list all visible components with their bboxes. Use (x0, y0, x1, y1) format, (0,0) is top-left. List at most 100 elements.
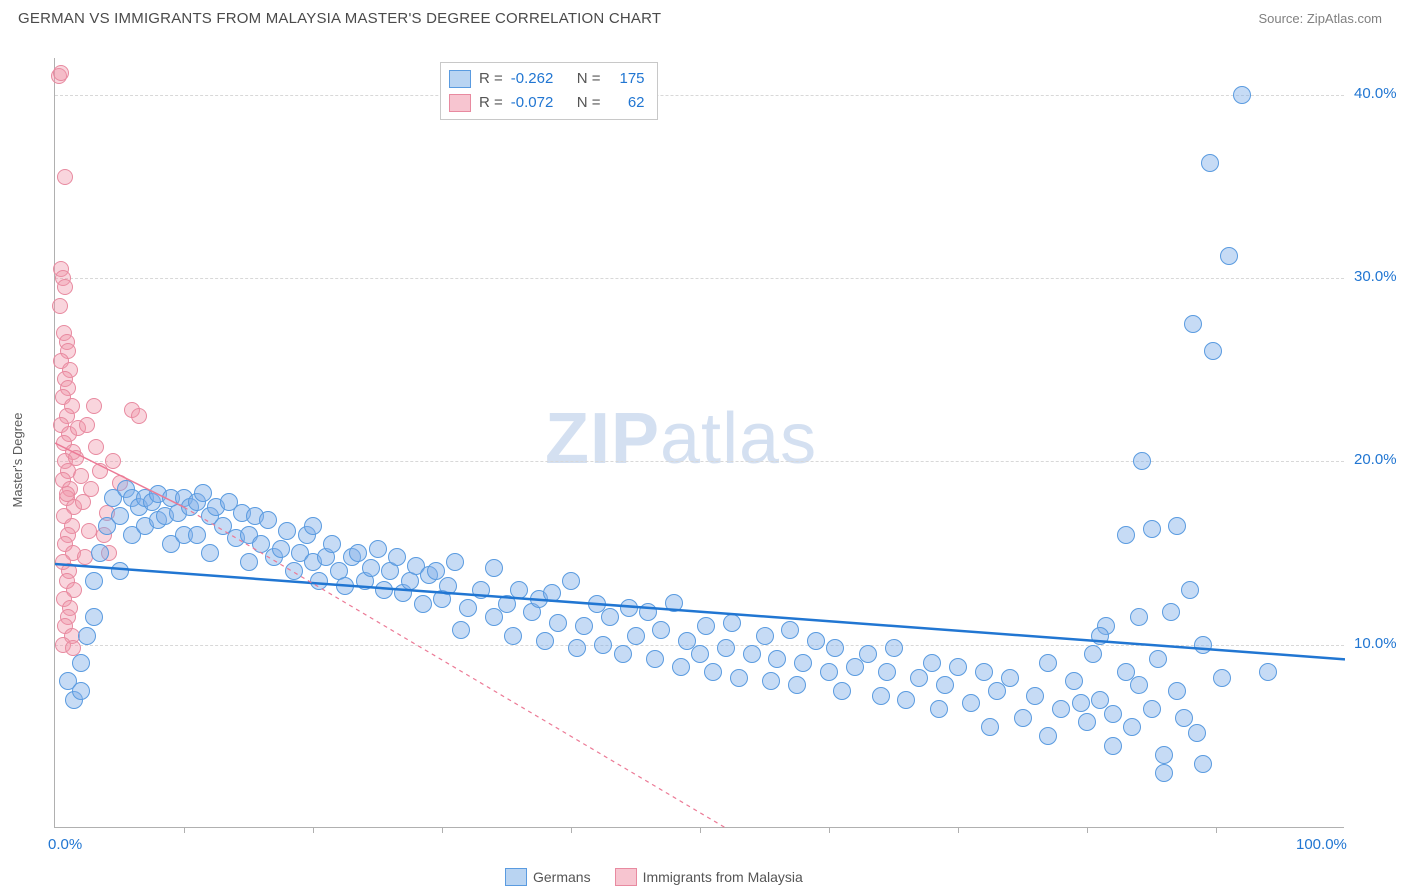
scatter-point (723, 614, 741, 632)
scatter-point (807, 632, 825, 650)
scatter-point (439, 577, 457, 595)
scatter-point (859, 645, 877, 663)
scatter-point (375, 581, 393, 599)
scatter-point (833, 682, 851, 700)
correlation-legend: R = -0.262 N = 175R = -0.072 N = 62 (440, 62, 658, 120)
scatter-point (704, 663, 722, 681)
legend-n-value: 175 (609, 67, 645, 91)
scatter-point (594, 636, 612, 654)
scatter-point (259, 511, 277, 529)
scatter-point (427, 562, 445, 580)
scatter-point (310, 572, 328, 590)
series-legend-item: Germans (505, 868, 591, 886)
scatter-point (485, 559, 503, 577)
x-tick (571, 827, 572, 833)
x-tick (184, 827, 185, 833)
scatter-point (88, 439, 104, 455)
scatter-point (472, 581, 490, 599)
scatter-point (111, 562, 129, 580)
series-legend-item: Immigrants from Malaysia (615, 868, 803, 886)
scatter-point (936, 676, 954, 694)
x-tick (958, 827, 959, 833)
scatter-point (788, 676, 806, 694)
scatter-point (1143, 520, 1161, 538)
scatter-point (962, 694, 980, 712)
scatter-point (1194, 636, 1212, 654)
scatter-point (81, 523, 97, 539)
y-tick-label: 40.0% (1354, 85, 1397, 102)
scatter-point (79, 417, 95, 433)
scatter-point (536, 632, 554, 650)
scatter-point (86, 398, 102, 414)
y-tick-label: 10.0% (1354, 635, 1397, 652)
legend-n-value: 62 (609, 91, 645, 115)
scatter-point (762, 672, 780, 690)
scatter-point (1117, 526, 1135, 544)
scatter-point (1181, 581, 1199, 599)
scatter-point (930, 700, 948, 718)
scatter-point (510, 581, 528, 599)
scatter-point (627, 627, 645, 645)
legend-r-value: -0.262 (511, 67, 569, 91)
scatter-point (201, 544, 219, 562)
legend-r-label: R = (479, 67, 503, 91)
legend-row: R = -0.072 N = 62 (449, 91, 645, 115)
scatter-point (872, 687, 890, 705)
scatter-plot: ZIPatlas (54, 58, 1344, 828)
scatter-point (1194, 755, 1212, 773)
scatter-point (562, 572, 580, 590)
scatter-point (1001, 669, 1019, 687)
legend-r-value: -0.072 (511, 91, 569, 115)
scatter-point (304, 517, 322, 535)
scatter-point (1143, 700, 1161, 718)
scatter-point (1026, 687, 1044, 705)
scatter-point (1091, 691, 1109, 709)
legend-n-label: N = (577, 91, 601, 115)
chart-title: GERMAN VS IMMIGRANTS FROM MALAYSIA MASTE… (18, 10, 661, 27)
legend-swatch (505, 868, 527, 886)
scatter-point (446, 553, 464, 571)
scatter-point (949, 658, 967, 676)
scatter-point (652, 621, 670, 639)
scatter-point (272, 540, 290, 558)
scatter-point (78, 627, 96, 645)
scatter-point (414, 595, 432, 613)
scatter-point (910, 669, 928, 687)
scatter-point (1162, 603, 1180, 621)
scatter-point (601, 608, 619, 626)
scatter-point (85, 608, 103, 626)
scatter-point (111, 507, 129, 525)
scatter-point (285, 562, 303, 580)
scatter-point (672, 658, 690, 676)
x-tick (1087, 827, 1088, 833)
scatter-point (1259, 663, 1277, 681)
scatter-point (349, 544, 367, 562)
x-tick-label: 100.0% (1296, 836, 1347, 853)
scatter-point (1204, 342, 1222, 360)
scatter-point (1072, 694, 1090, 712)
scatter-point (1175, 709, 1193, 727)
scatter-point (1084, 645, 1102, 663)
scatter-point (885, 639, 903, 657)
scatter-point (1130, 676, 1148, 694)
scatter-point (504, 627, 522, 645)
scatter-point (730, 669, 748, 687)
scatter-point (897, 691, 915, 709)
scatter-point (1130, 608, 1148, 626)
x-tick (313, 827, 314, 833)
scatter-point (1184, 315, 1202, 333)
chart-header: GERMAN VS IMMIGRANTS FROM MALAYSIA MASTE… (0, 0, 1406, 33)
scatter-point (52, 298, 68, 314)
legend-r-label: R = (479, 91, 503, 115)
scatter-point (498, 595, 516, 613)
scatter-point (1104, 705, 1122, 723)
source-attribution: Source: ZipAtlas.com (1258, 11, 1382, 26)
gridline-h (55, 278, 1344, 279)
scatter-point (72, 682, 90, 700)
scatter-point (1233, 86, 1251, 104)
scatter-point (1201, 154, 1219, 172)
scatter-point (1168, 682, 1186, 700)
scatter-point (575, 617, 593, 635)
scatter-point (194, 484, 212, 502)
y-tick-label: 20.0% (1354, 451, 1397, 468)
